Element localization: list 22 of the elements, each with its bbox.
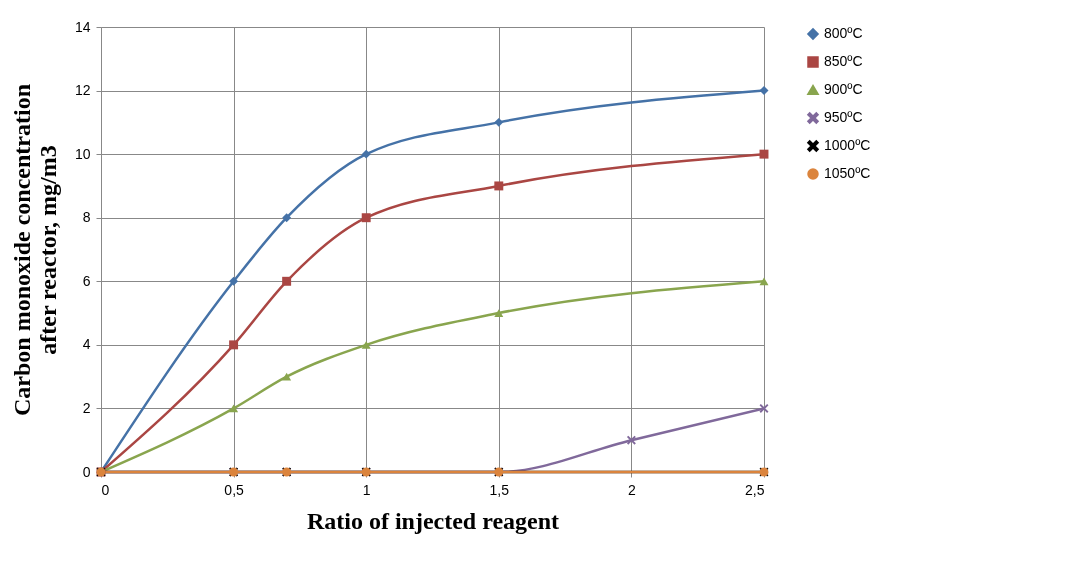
y-tick-label: 10 [74, 145, 91, 162]
x-tick-label: 0 [101, 481, 110, 498]
legend-label: 950ºC [824, 109, 863, 125]
x-tick-label: 1,5 [489, 481, 510, 498]
y-tick-label: 4 [82, 336, 91, 353]
x-tick-label: 2,5 [745, 481, 765, 498]
y-tick-label: 14 [74, 18, 91, 35]
x-axis-title: Ratio of injected reagent [306, 507, 560, 534]
legend-label: 1050ºC [824, 165, 871, 181]
y-tick-label: 12 [74, 82, 91, 99]
legend-label: 850ºC [824, 53, 863, 69]
legend-label: 800ºC [824, 25, 863, 41]
y-tick-label: 0 [82, 463, 91, 480]
y-tick-label: 8 [82, 209, 91, 226]
y-tick-label: 2 [82, 399, 91, 416]
x-tick-label: 1 [362, 481, 371, 498]
legend-label: 1000ºC [824, 137, 871, 153]
y-axis-title: Carbon monoxide concentration after reactor, mg/m3 [8, 84, 61, 416]
x-tick-label: 2 [628, 481, 636, 498]
x-tick-label: 0,5 [224, 481, 245, 498]
legend-label: 900ºC [824, 81, 863, 97]
y-tick-label: 6 [82, 272, 91, 289]
